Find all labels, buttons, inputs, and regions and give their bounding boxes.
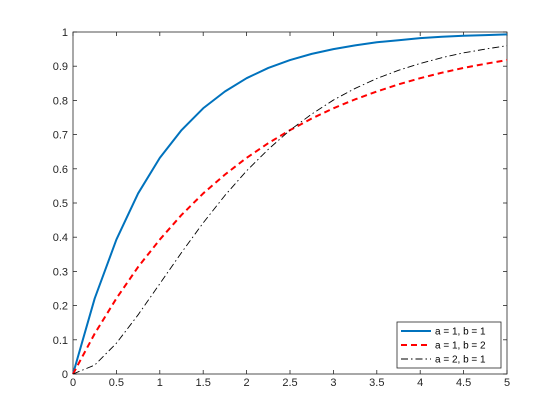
series-lines (72, 33, 508, 375)
x-tick-label: 0.5 (109, 377, 124, 389)
legend-label-1: a = 1, b = 1 (435, 327, 486, 338)
x-tick-label: 4 (417, 377, 423, 389)
y-tick-label: 0.8 (53, 95, 68, 107)
x-tick-label: 3.5 (369, 377, 384, 389)
x-tick-label: 1 (157, 377, 163, 389)
series-line-1 (72, 33, 508, 375)
y-tick-label: 0.6 (53, 164, 68, 176)
y-tick-label: 0.1 (53, 335, 68, 347)
x-tick-label: 2.5 (282, 377, 297, 389)
y-tick-label: 0.3 (53, 266, 68, 278)
x-tick-label: 5 (504, 377, 510, 389)
x-tick-label: 4.5 (456, 377, 471, 389)
y-tick-label: 0.2 (53, 301, 68, 313)
legend: a = 1, b = 1 a = 1, b = 2 a = 2, b = 1 (396, 321, 502, 369)
y-tick-label: 0.9 (53, 61, 68, 73)
axis-ticks: 0 0.5 1 1.5 2 2.5 3 3.5 4 4.5 5 0 0.1 0.2 0.3 0.4 0.5 0.6… (53, 27, 510, 389)
x-tick-label: 2 (244, 377, 250, 389)
x-tick-label: 3 (330, 377, 336, 389)
legend-label-2: a = 1, b = 2 (435, 341, 486, 352)
x-tick-label: 0 (70, 377, 76, 389)
legend-label-3: a = 2, b = 1 (435, 355, 486, 366)
series-line-3 (72, 45, 508, 375)
y-tick-label: 0.5 (53, 198, 68, 210)
y-tick-label: 0.7 (53, 130, 68, 142)
y-tick-label: 0.4 (53, 232, 68, 244)
y-tick-label: 0 (62, 369, 68, 381)
x-tick-label: 1.5 (196, 377, 211, 389)
y-tick-label: 1 (62, 27, 68, 39)
plot-area (72, 31, 508, 375)
